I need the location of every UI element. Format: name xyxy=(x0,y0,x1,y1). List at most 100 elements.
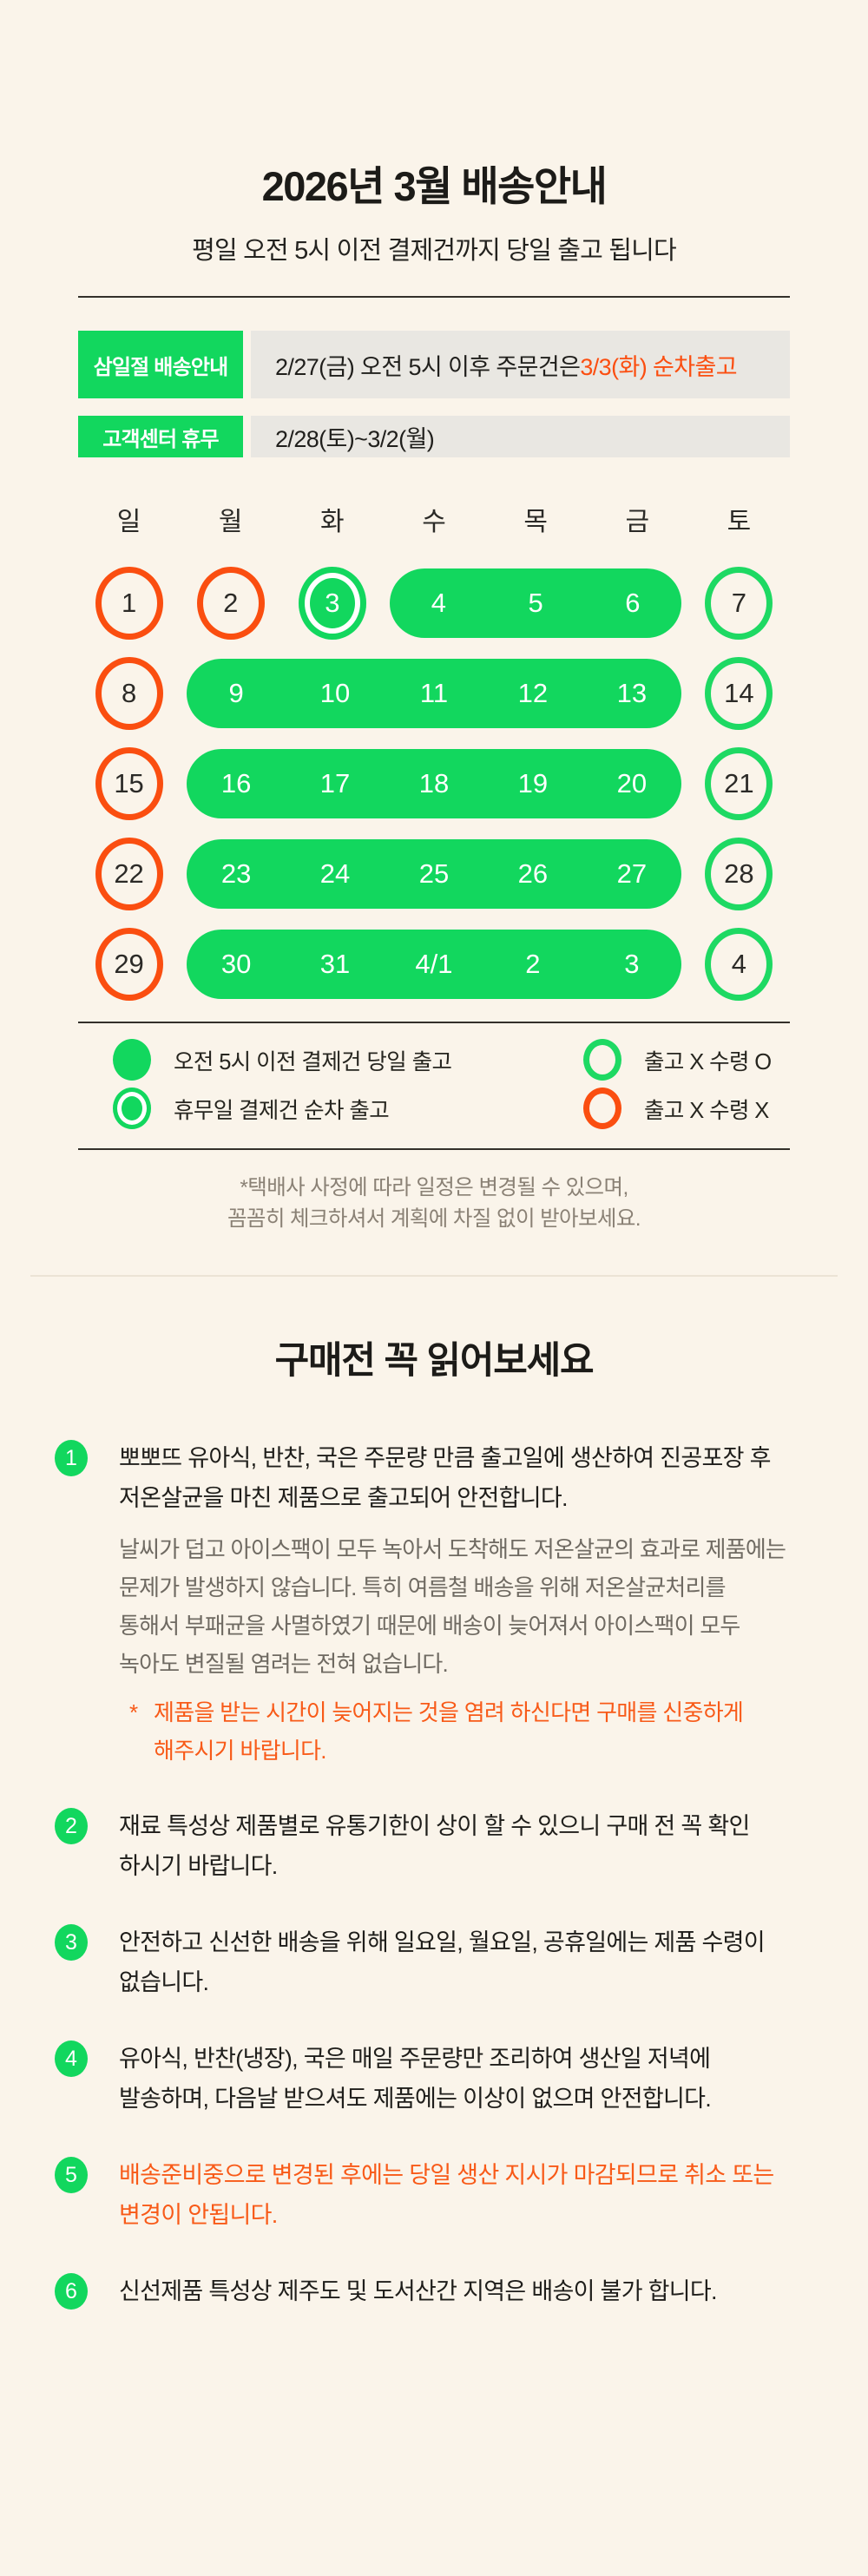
page-subtitle: 평일 오전 5시 이전 결제건까지 당일 출고 됩니다 xyxy=(192,237,677,265)
weekday-label: 일 xyxy=(116,508,141,536)
calendar-day-ship: 12 xyxy=(517,678,549,708)
readme-item: 5 배송준비중으로 변경된 후에는 당일 생산 지시가 마감되므로 취소 또는 변… xyxy=(55,2155,788,2235)
readme-item-body: 뽀뽀뜨 유아식, 반찬, 국은 주문량 만큼 출고일에 생산하여 진공포장 후 … xyxy=(119,1438,788,1770)
readme-item: 6 신선제품 특성상 제주도 및 도서산간 지역은 배송이 불가 합니다. xyxy=(55,2271,788,2311)
ship-legend-icon xyxy=(113,1039,151,1081)
calendar-cell: 2 xyxy=(196,567,265,640)
readme-item: 2 재료 특성상 제품별로 유통기한이 상이 할 수 있으니 구매 전 꼭 확인 … xyxy=(55,1806,788,1886)
page-title: 2026년 3월 배송안내 xyxy=(261,163,608,209)
readme-item-body: 재료 특성상 제품별로 유통기한이 상이 할 수 있으니 구매 전 꼭 확인 하… xyxy=(119,1806,788,1886)
item-number-badge: 4 xyxy=(55,2040,88,2077)
calendar-grid: 일 월 화 수 목 금 토 1 2 3 4 5 6 7 8 9 10 11 12 13 14 15 16 17 18 19 20 21… xyxy=(78,508,790,1001)
calendar-day-ship: 3 xyxy=(624,949,640,979)
readme-item-body: 배송준비중으로 변경된 후에는 당일 생산 지시가 마감되므로 취소 또는 변경… xyxy=(119,2155,788,2235)
calendar-day-closed: 15 xyxy=(95,747,163,820)
legend-item: 출고 X 수령 O xyxy=(477,1039,790,1081)
calendar-day-ship: 23 xyxy=(220,858,252,889)
calendar-day-closed: 29 xyxy=(95,928,163,1001)
legend-label: 오전 5시 이전 결제건 당일 출고 xyxy=(174,1049,452,1074)
calendar-day-ship: 5 xyxy=(528,588,543,618)
calendar-day-pickup: 21 xyxy=(705,747,773,820)
calendar-day-ship: 17 xyxy=(319,768,351,798)
readme-item-text: 배송준비중으로 변경된 후에는 당일 생산 지시가 마감되므로 취소 또는 변경… xyxy=(119,2162,774,2228)
readme-item: 3 안전하고 신선한 배송을 위해 일요일, 월요일, 공휴일에는 제품 수령이 … xyxy=(55,1922,788,2002)
footnote-line: *택배사 사정에 따라 일정은 변경될 수 있으며, xyxy=(240,1176,628,1199)
legend-item: 출고 X 수령 X xyxy=(477,1088,790,1129)
calendar-day-pickup: 14 xyxy=(705,657,773,730)
calendar-cell: 22 xyxy=(95,838,163,910)
legend-label: 출고 X 수령 O xyxy=(644,1049,772,1074)
legend-top-divider xyxy=(78,1022,790,1023)
calendar-day-ship: 10 xyxy=(319,678,351,708)
readme-item-body: 신선제품 특성상 제주도 및 도서산간 지역은 배송이 불가 합니다. xyxy=(119,2271,788,2311)
calendar-cell: 4 xyxy=(705,928,773,1001)
legend-bottom-divider xyxy=(78,1148,790,1150)
readme-item-text: 안전하고 신선한 배송을 위해 일요일, 월요일, 공휴일에는 제품 수령이 없… xyxy=(119,1929,766,1995)
readme-item-text: 신선제품 특성상 제주도 및 도서산간 지역은 배송이 불가 합니다. xyxy=(119,2278,718,2304)
notice-content: 2/28(토)~3/2(월) xyxy=(251,416,790,457)
calendar-day-ship: 4 xyxy=(431,588,446,618)
readme-item: 1 뽀뽀뜨 유아식, 반찬, 국은 주문량 만큼 출고일에 생산하여 진공포장 후… xyxy=(55,1438,788,1770)
item-number-badge: 2 xyxy=(55,1808,88,1844)
notice-box-group: 삼일절 배송안내 2/27(금) 오전 5시 이후 주문건은 3/3(화) 순차… xyxy=(78,331,790,457)
calendar-cell: 21 xyxy=(705,747,773,820)
calendar-cell: 28 xyxy=(705,838,773,910)
calendar-day-pickup: 4 xyxy=(705,928,773,1001)
weekday-label: 금 xyxy=(625,508,650,536)
weekday-label: 화 xyxy=(320,508,345,536)
calendar-shipping-pill: 4 5 6 xyxy=(390,568,681,638)
readme-item-text: 유아식, 반찬(냉장), 국은 매일 주문량만 조리하여 생산일 저녁에 발송하… xyxy=(119,2046,712,2112)
notice-content: 2/27(금) 오전 5시 이후 주문건은 3/3(화) 순차출고 xyxy=(251,331,790,398)
pickup-legend-icon xyxy=(583,1039,621,1081)
readme-item-warning: * 제품을 받는 시간이 늦어지는 것을 염려 하신다면 구매를 신중하게 해주시… xyxy=(119,1693,788,1770)
calendar-shipping-pill: 9 10 11 12 13 xyxy=(187,659,681,728)
calendar-cell: 15 xyxy=(95,747,163,820)
notice-label-badge: 고객센터 휴무 xyxy=(78,416,243,457)
weekday-label: 토 xyxy=(727,508,752,536)
closed-legend-icon xyxy=(583,1088,621,1129)
readme-item-text: 재료 특성상 제품별로 유통기한이 상이 할 수 있으니 구매 전 꼭 확인 하… xyxy=(119,1813,750,1879)
courier-footnote: *택배사 사정에 따라 일정은 변경될 수 있으며, 꼼꼼히 체크하셔서 계획에… xyxy=(78,1173,790,1235)
header-divider xyxy=(78,296,790,298)
readme-list: 1 뽀뽀뜨 유아식, 반찬, 국은 주문량 만큼 출고일에 생산하여 진공포장 후… xyxy=(55,1438,788,2311)
notice-highlight-text: 3/3(화) 순차출고 xyxy=(580,353,737,380)
calendar-day-ship: 11 xyxy=(419,678,449,708)
calendar-cell: 7 xyxy=(705,567,773,640)
calendar-day-pickup: 28 xyxy=(705,838,773,910)
calendar-cell: 29 xyxy=(95,928,163,1001)
notice-label-badge: 삼일절 배송안내 xyxy=(78,331,243,398)
footnote-line: 꼼꼼히 체크하셔서 계획에 차질 없이 받아보세요. xyxy=(227,1207,641,1231)
calendar-day-pickup: 7 xyxy=(705,567,773,640)
calendar-day-ship: 31 xyxy=(319,949,351,979)
calendar-day-closed: 22 xyxy=(95,838,163,910)
calendar-shipping-pill: 16 17 18 19 20 xyxy=(187,749,681,818)
calendar-day-closed: 1 xyxy=(95,567,163,640)
calendar-day-closed: 2 xyxy=(196,567,265,640)
holiday-legend-icon xyxy=(113,1088,151,1129)
section-divider xyxy=(30,1275,838,1277)
calendar-day-ship: 27 xyxy=(616,858,648,889)
calendar-cell: 1 xyxy=(95,567,163,640)
readme-item-text: 뽀뽀뜨 유아식, 반찬, 국은 주문량 만큼 출고일에 생산하여 진공포장 후 … xyxy=(119,1445,771,1511)
calendar-day-ship: 24 xyxy=(319,858,351,889)
shipping-notice-page: 2026년 3월 배송안내 평일 오전 5시 이전 결제건까지 당일 출고 됩니… xyxy=(0,153,868,1235)
item-number-badge: 3 xyxy=(55,1924,88,1961)
readme-item-body: 유아식, 반찬(냉장), 국은 매일 주문량만 조리하여 생산일 저녁에 발송하… xyxy=(119,2039,788,2119)
notice-row-holiday-shipping: 삼일절 배송안내 2/27(금) 오전 5시 이후 주문건은 3/3(화) 순차… xyxy=(78,331,790,398)
calendar-day-ship: 26 xyxy=(517,858,549,889)
weekday-label: 월 xyxy=(218,508,243,536)
calendar-cell: 3 xyxy=(298,567,366,640)
legend-item: 오전 5시 이전 결제건 당일 출고 xyxy=(78,1039,477,1081)
calendar-day-ship: 18 xyxy=(418,768,450,798)
calendar-day-closed: 8 xyxy=(95,657,163,730)
readme-item-subtext: 날씨가 덥고 아이스팩이 모두 녹아서 도착해도 저온살균의 효과로 제품에는 … xyxy=(119,1536,786,1677)
warning-text: 제품을 받는 시간이 늦어지는 것을 염려 하신다면 구매를 신중하게 해주시기… xyxy=(154,1699,744,1764)
asterisk-marker: * xyxy=(129,1699,138,1725)
item-number-badge: 6 xyxy=(55,2273,88,2310)
weekday-label: 수 xyxy=(422,508,446,536)
notice-text: 2/27(금) 오전 5시 이후 주문건은 xyxy=(275,353,581,380)
weekday-label: 목 xyxy=(523,508,548,536)
readme-item: 4 유아식, 반찬(냉장), 국은 매일 주문량만 조리하여 생산일 저녁에 발송… xyxy=(55,2039,788,2119)
notice-row-cs-closed: 고객센터 휴무 2/28(토)~3/2(월) xyxy=(78,416,790,457)
notice-text: 2/28(토)~3/2(월) xyxy=(275,425,435,452)
